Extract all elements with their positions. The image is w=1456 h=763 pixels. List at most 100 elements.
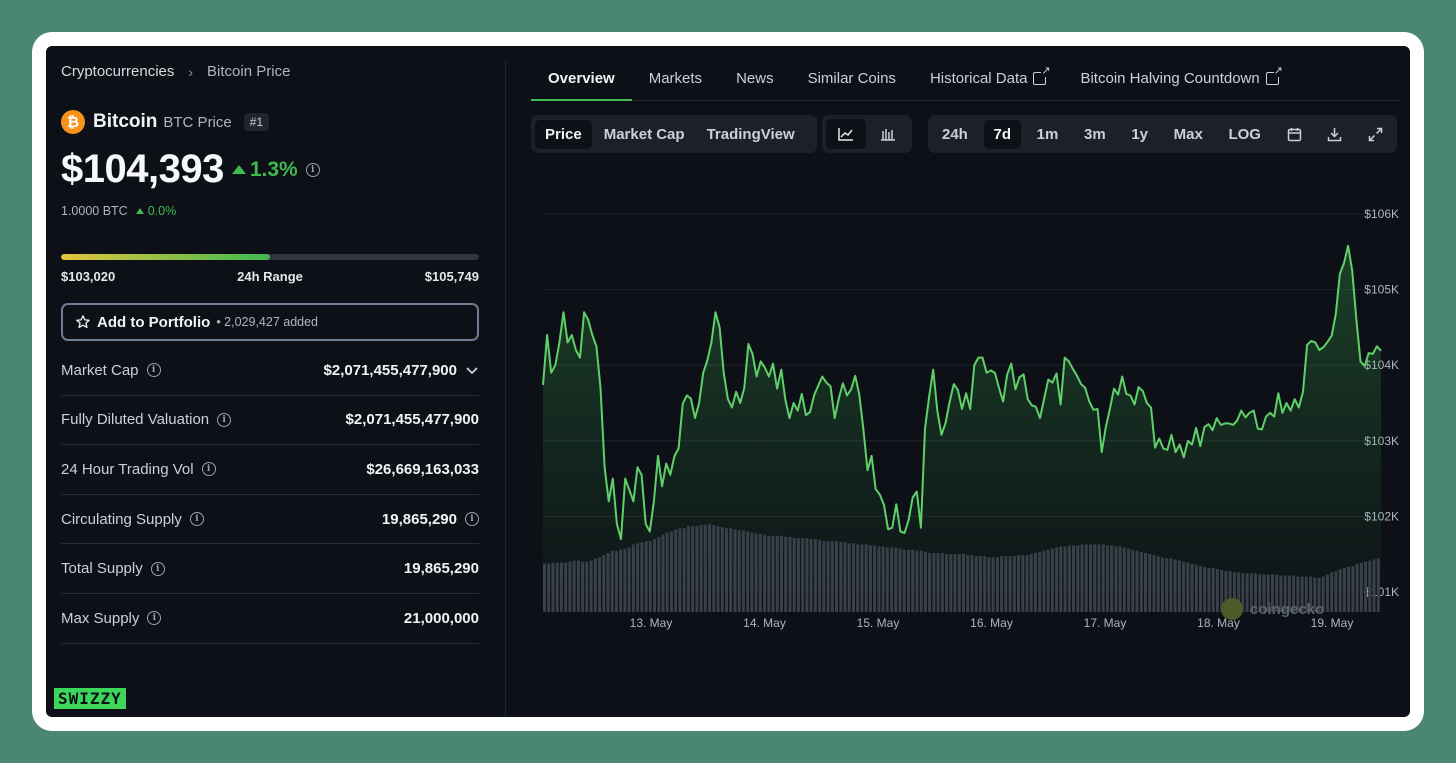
volume-bar xyxy=(983,556,987,612)
info-icon[interactable]: i xyxy=(189,512,204,527)
volume-bar xyxy=(1342,568,1346,612)
volume-bar xyxy=(1283,575,1287,612)
range-max-button[interactable]: Max xyxy=(1173,125,1203,143)
info-icon[interactable]: i xyxy=(217,412,232,427)
candlestick-chart-button[interactable] xyxy=(868,119,908,149)
volume-bar xyxy=(775,535,779,612)
volume-bar xyxy=(940,553,944,612)
volume-bar xyxy=(868,545,872,612)
volume-bar xyxy=(1139,551,1143,612)
info-icon[interactable]: i xyxy=(465,512,479,527)
tradingview-chart-button[interactable]: TradingView xyxy=(706,125,795,143)
volume-bar xyxy=(788,536,792,612)
volume-bar xyxy=(1080,544,1084,612)
calendar-button[interactable] xyxy=(1277,121,1312,148)
x-tick-label: 16. May xyxy=(970,616,1013,630)
stat-label: Fully Diluted Valuation i xyxy=(61,411,232,428)
tab-historical-data[interactable]: Historical Data xyxy=(913,60,1064,100)
volume-bar xyxy=(564,562,568,612)
fullscreen-button[interactable] xyxy=(1358,121,1393,148)
volume-bar xyxy=(712,525,716,612)
volume-bar xyxy=(1127,548,1131,612)
volume-bar xyxy=(805,538,809,612)
add-to-portfolio-button[interactable]: Add to Portfolio • 2,029,427 added xyxy=(61,303,479,341)
volume-bar xyxy=(991,557,995,612)
volume-bar xyxy=(1237,572,1241,612)
info-icon[interactable]: i xyxy=(147,611,162,626)
info-icon[interactable]: i xyxy=(146,363,161,378)
tab-markets[interactable]: Markets xyxy=(648,70,703,87)
x-tick-label: 17. May xyxy=(1084,616,1127,630)
volume-bar xyxy=(737,530,741,612)
breadcrumb-root-link[interactable]: Cryptocurrencies xyxy=(61,63,175,80)
volume-bar xyxy=(1122,547,1126,612)
breadcrumb: Cryptocurrencies › Bitcoin Price xyxy=(61,63,290,80)
chevron-down-icon[interactable] xyxy=(465,363,479,377)
volume-bar xyxy=(856,544,860,612)
volume-bar xyxy=(1029,554,1033,612)
range-24h-button[interactable]: 24h xyxy=(942,125,968,143)
market-cap-chart-button[interactable]: Market Cap xyxy=(603,125,685,143)
range-1y-button[interactable]: 1y xyxy=(1131,125,1148,143)
volume-bar xyxy=(585,561,589,612)
volume-bar xyxy=(962,554,965,612)
volume-bar xyxy=(763,534,767,612)
volume-bar xyxy=(1152,555,1156,612)
volume-bar xyxy=(852,543,855,612)
stat-row-market-cap: Market Cap i $2,071,455,477,900 xyxy=(61,346,479,396)
tab-halving-countdown[interactable]: Bitcoin Halving Countdown xyxy=(1063,60,1295,100)
range-7d-button[interactable]: 7d xyxy=(983,119,1022,149)
volume-bar xyxy=(796,538,800,612)
volume-bar xyxy=(830,541,834,612)
volume-bar xyxy=(1097,544,1101,612)
tab-similar-coins[interactable]: Similar Coins xyxy=(807,70,896,87)
volume-bar xyxy=(890,547,894,612)
volume-bar xyxy=(568,561,572,612)
volume-bar xyxy=(1203,566,1207,612)
info-icon[interactable]: i xyxy=(201,462,216,477)
volume-bar xyxy=(665,532,669,612)
price-chart-button[interactable]: Price xyxy=(535,119,592,149)
chart-type-switcher: Price Market Cap TradingView xyxy=(531,115,817,153)
volume-bar xyxy=(543,563,546,612)
tab-overview[interactable]: Overview xyxy=(531,60,632,101)
info-icon[interactable]: i xyxy=(150,561,165,576)
tab-news[interactable]: News xyxy=(736,70,774,87)
info-icon[interactable]: i xyxy=(305,162,320,177)
volume-bar xyxy=(729,528,733,612)
volume-bar xyxy=(1271,574,1274,612)
volume-bar xyxy=(813,539,817,612)
price-chart[interactable]: $106K $105K $104K $103K $102K $101K 13. May 14.… xyxy=(531,166,1401,717)
page-tabs: Overview Markets News Similar Coins Hist… xyxy=(531,60,1401,101)
volume-bar xyxy=(593,558,597,612)
stat-value: 19,865,290 xyxy=(403,560,479,578)
volume-bar xyxy=(589,560,593,612)
download-button[interactable] xyxy=(1317,121,1352,148)
stat-label: Market Cap i xyxy=(61,362,161,379)
range-1m-button[interactable]: 1m xyxy=(1036,125,1059,143)
volume-bar xyxy=(1156,556,1160,612)
volume-bar xyxy=(978,556,982,612)
volume-bar xyxy=(936,553,940,612)
volume-bar xyxy=(907,549,910,612)
volume-bar xyxy=(1309,576,1313,612)
volume-bar xyxy=(1321,576,1325,612)
line-chart-button[interactable] xyxy=(826,119,866,149)
volume-bar xyxy=(610,550,614,612)
volume-bar xyxy=(826,541,830,612)
stat-label: Total Supply i xyxy=(61,560,165,577)
external-link-icon xyxy=(1265,66,1283,85)
volume-bar xyxy=(847,543,851,612)
volume-bar xyxy=(809,539,813,612)
volume-bar xyxy=(898,548,902,612)
price-line xyxy=(542,244,1382,541)
log-scale-button[interactable]: LOG xyxy=(1228,125,1261,143)
volume-bar xyxy=(1359,562,1363,612)
volume-bar xyxy=(818,540,822,612)
volume-bar xyxy=(877,546,881,612)
volume-bar xyxy=(1017,555,1020,612)
stat-row-circulating-supply: Circulating Supply i 19,865,290 i xyxy=(61,495,479,545)
external-link-icon xyxy=(1033,66,1051,85)
range-3m-button[interactable]: 3m xyxy=(1083,125,1106,143)
stat-value: 21,000,000 xyxy=(403,609,479,627)
